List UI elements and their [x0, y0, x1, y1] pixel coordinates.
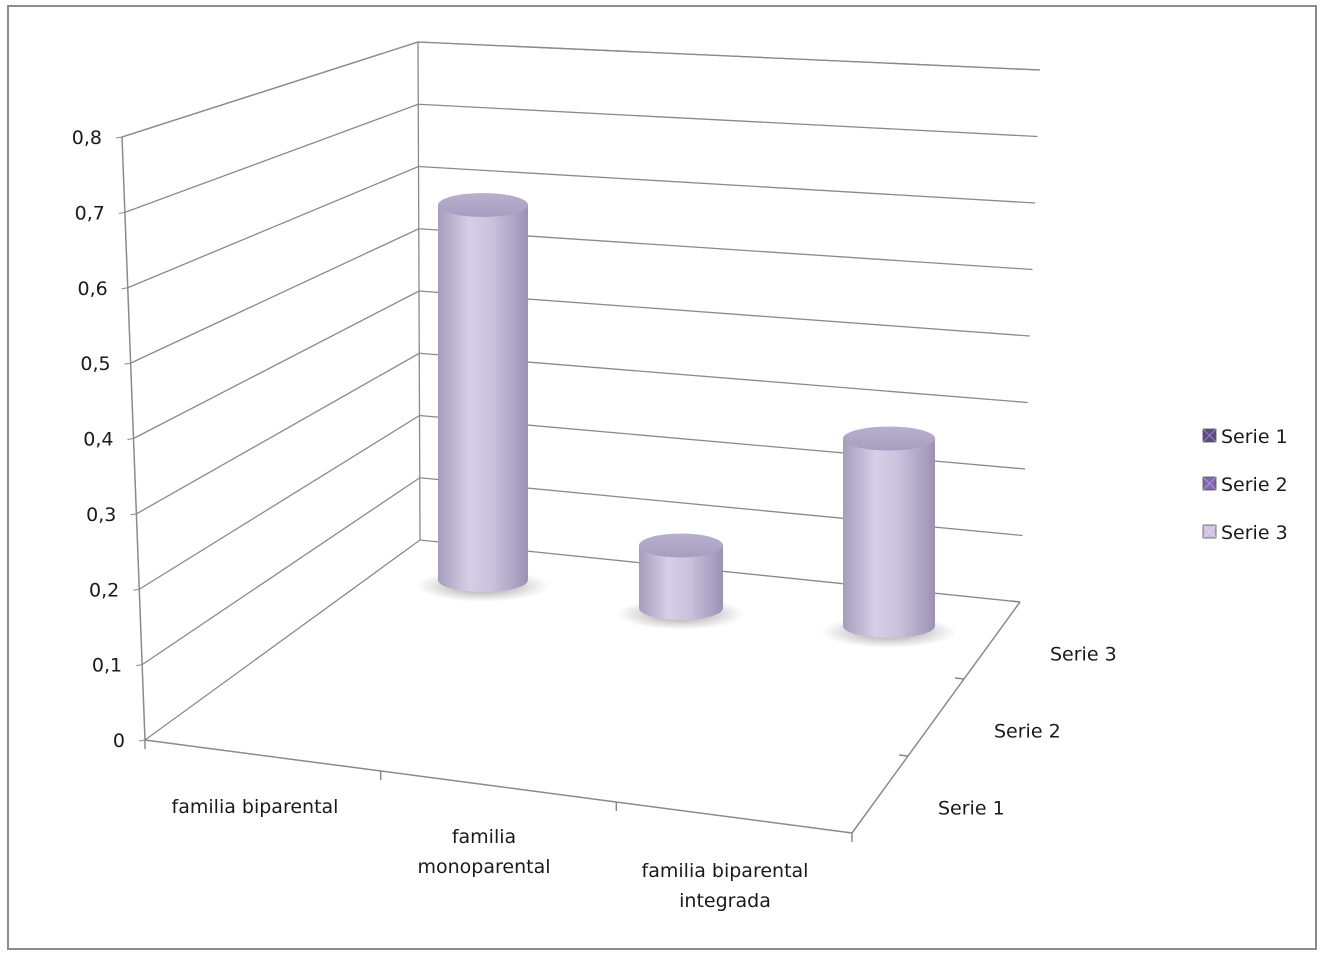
bar-cylinder-top — [843, 426, 935, 451]
y-tick — [124, 362, 131, 365]
depth-axis-tick — [954, 677, 965, 680]
x-category-label-line: integrada — [679, 890, 771, 912]
y-tick-label: 0,7 — [75, 202, 105, 224]
x-category-label-line: familia biparental — [642, 860, 809, 882]
legend-swatch-shine — [1202, 524, 1217, 539]
y-tick — [133, 588, 140, 591]
legend: Serie 1 Serie 2 Serie 3 — [1202, 426, 1288, 544]
depth-axis-tick — [1010, 600, 1021, 603]
gridline — [127, 165, 1036, 289]
y-tick-label: 0,5 — [80, 353, 110, 375]
x-category-label: familia biparental integrada — [642, 860, 809, 912]
gridline-top — [121, 41, 1041, 138]
chart-area — [7, 5, 1317, 950]
y-tick-label: 0,1 — [92, 655, 122, 677]
back-corner-line — [417, 41, 421, 541]
y-tick-label: 0,6 — [78, 278, 108, 300]
depth-category-label: Serie 3 — [1050, 644, 1117, 666]
bar-cylinder-body — [843, 438, 935, 638]
y-tick-label: 0 — [113, 730, 125, 752]
bar-cylinder-top — [438, 193, 528, 217]
y-tick-label: 0,8 — [72, 127, 102, 149]
depth-axis-tick — [898, 754, 909, 757]
y-tick — [121, 287, 128, 290]
x-axis-line — [144, 739, 853, 834]
y-tick — [115, 136, 123, 139]
axes — [115, 41, 1021, 842]
x-category-label-line: familia biparental — [172, 796, 339, 818]
y-tick-label: 0,4 — [83, 429, 113, 451]
y-tick-label: 0,2 — [89, 579, 119, 601]
gridline — [130, 228, 1033, 364]
legend-label: Serie 3 — [1221, 522, 1288, 544]
y-tick — [130, 513, 137, 516]
legend-swatch-shine — [1202, 476, 1217, 491]
y-tick — [127, 438, 134, 440]
x-category-label-line: monoparental — [418, 856, 551, 878]
x-category-label: familia biparental — [172, 796, 339, 818]
bar-cylinder-top — [639, 533, 723, 558]
legend-label: Serie 1 — [1221, 426, 1288, 448]
y-tick — [118, 211, 125, 214]
gridline — [121, 41, 1041, 138]
legend-swatch — [1202, 524, 1217, 539]
legend-swatch — [1202, 476, 1217, 491]
legend-swatch-shine — [1202, 428, 1217, 443]
depth-axis-line — [851, 601, 1021, 834]
y-axis-line — [121, 136, 146, 741]
y-tick-label: 0,3 — [86, 504, 116, 526]
y-tick — [136, 664, 143, 667]
gridline — [133, 290, 1031, 440]
x-category-label-line: familia — [452, 826, 516, 848]
gridline — [124, 103, 1038, 213]
x-category-label: familia monoparental — [418, 826, 551, 878]
axis-labels: 0 0,1 0,2 0,3 0,4 0,5 0,6 0,7 0,8 familia biparen… — [72, 127, 1117, 912]
legend-swatch — [1202, 428, 1217, 443]
bar-cylinder-body — [639, 545, 723, 620]
legend-label: Serie 2 — [1221, 474, 1288, 496]
y-tick — [138, 739, 146, 742]
bars — [416, 193, 957, 648]
depth-category-label: Serie 1 — [938, 798, 1005, 820]
bar-cylinder-body — [438, 205, 528, 592]
depth-category-label: Serie 2 — [994, 721, 1061, 743]
